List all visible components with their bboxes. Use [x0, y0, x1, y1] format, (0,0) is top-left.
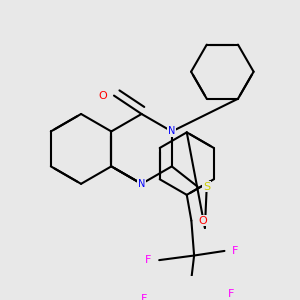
- Text: F: F: [228, 289, 234, 299]
- Text: F: F: [232, 246, 239, 256]
- Text: O: O: [99, 91, 107, 100]
- Text: N: N: [168, 126, 176, 136]
- Text: F: F: [140, 294, 147, 300]
- Text: F: F: [145, 255, 151, 265]
- Text: O: O: [198, 216, 207, 226]
- Text: N: N: [138, 179, 145, 189]
- Text: S: S: [203, 182, 210, 192]
